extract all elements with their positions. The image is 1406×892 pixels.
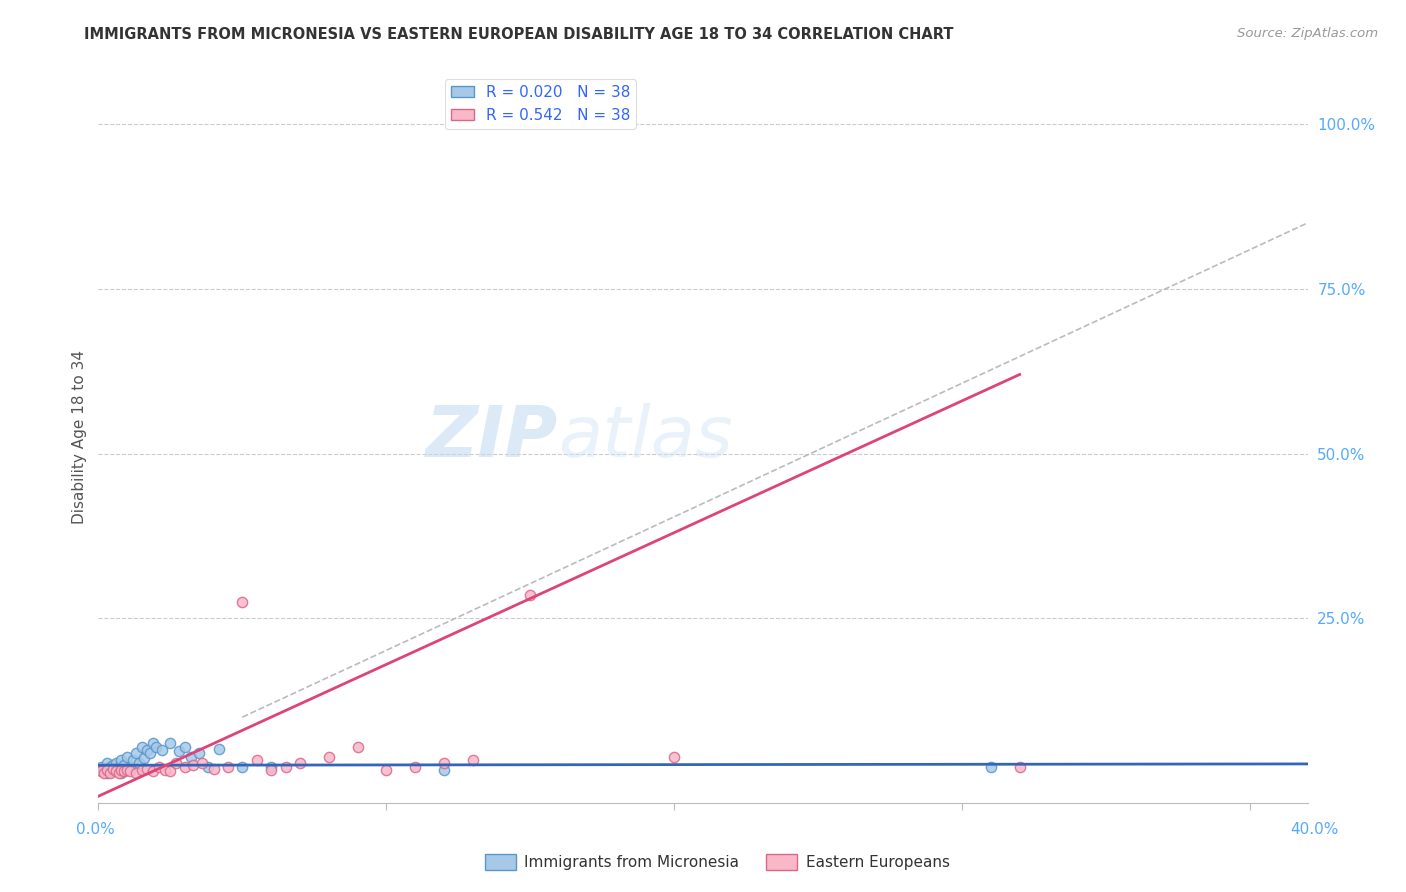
Point bbox=[104, 756, 127, 771]
Point bbox=[136, 743, 159, 757]
Point bbox=[173, 739, 195, 754]
Legend: R = 0.020   N = 38, R = 0.542   N = 38: R = 0.020 N = 38, R = 0.542 N = 38 bbox=[444, 79, 637, 128]
Point bbox=[96, 766, 118, 780]
Point bbox=[375, 763, 398, 777]
Point bbox=[136, 762, 159, 776]
Point bbox=[318, 749, 340, 764]
Point bbox=[115, 763, 138, 777]
Point bbox=[112, 763, 135, 777]
Text: Source: ZipAtlas.com: Source: ZipAtlas.com bbox=[1237, 27, 1378, 40]
Point bbox=[131, 739, 153, 754]
Point bbox=[142, 764, 165, 779]
Point bbox=[90, 764, 112, 779]
Point bbox=[110, 763, 132, 777]
Point bbox=[150, 743, 173, 757]
Point bbox=[112, 757, 135, 772]
Point bbox=[260, 759, 283, 773]
Point bbox=[197, 759, 219, 773]
Point bbox=[101, 762, 124, 776]
Point bbox=[260, 763, 283, 777]
Point bbox=[167, 744, 190, 758]
Point bbox=[125, 766, 148, 780]
Point bbox=[461, 753, 484, 767]
Point bbox=[110, 753, 132, 767]
Point bbox=[165, 756, 187, 771]
Point bbox=[134, 751, 156, 765]
Point bbox=[120, 759, 142, 773]
Point bbox=[433, 763, 456, 777]
Point bbox=[122, 753, 145, 767]
Point bbox=[980, 759, 1002, 773]
Point bbox=[104, 764, 127, 779]
Point bbox=[131, 763, 153, 777]
Point bbox=[107, 766, 129, 780]
Point bbox=[180, 749, 202, 764]
Point bbox=[519, 588, 541, 602]
Text: 40.0%: 40.0% bbox=[1291, 822, 1339, 837]
Point bbox=[93, 763, 115, 777]
Point bbox=[98, 759, 121, 773]
Point bbox=[128, 756, 150, 771]
Point bbox=[217, 759, 239, 773]
Point bbox=[153, 763, 176, 777]
Point bbox=[231, 595, 253, 609]
Point bbox=[159, 737, 181, 751]
Point bbox=[90, 759, 112, 773]
Point bbox=[191, 756, 214, 771]
Text: Eastern Europeans: Eastern Europeans bbox=[806, 855, 949, 870]
Point bbox=[142, 737, 165, 751]
Point bbox=[664, 749, 686, 764]
Point bbox=[139, 747, 162, 761]
Point bbox=[148, 759, 170, 773]
Point bbox=[246, 753, 269, 767]
Point bbox=[112, 764, 135, 779]
Text: Immigrants from Micronesia: Immigrants from Micronesia bbox=[524, 855, 740, 870]
Point bbox=[173, 759, 195, 773]
Text: atlas: atlas bbox=[558, 402, 733, 472]
Point bbox=[231, 759, 253, 773]
Point bbox=[107, 763, 129, 777]
Point bbox=[274, 759, 297, 773]
Point bbox=[433, 756, 456, 771]
Point bbox=[202, 762, 225, 776]
Point bbox=[104, 762, 127, 776]
Point bbox=[101, 764, 124, 779]
Text: 0.0%: 0.0% bbox=[76, 822, 115, 837]
Point bbox=[98, 766, 121, 780]
Point bbox=[96, 756, 118, 771]
Point bbox=[183, 757, 205, 772]
Point bbox=[145, 739, 167, 754]
Point bbox=[188, 747, 211, 761]
Point bbox=[115, 749, 138, 764]
Point bbox=[101, 757, 124, 772]
Text: ZIP: ZIP bbox=[426, 402, 558, 472]
Point bbox=[107, 759, 129, 773]
Point bbox=[208, 741, 231, 756]
Point bbox=[110, 766, 132, 780]
Point bbox=[125, 747, 148, 761]
Point bbox=[1008, 759, 1031, 773]
Y-axis label: Disability Age 18 to 34: Disability Age 18 to 34 bbox=[72, 350, 87, 524]
Point bbox=[159, 764, 181, 779]
Point bbox=[346, 739, 368, 754]
Point bbox=[93, 766, 115, 780]
Point bbox=[404, 759, 426, 773]
Point bbox=[120, 764, 142, 779]
Point bbox=[96, 763, 118, 777]
Text: IMMIGRANTS FROM MICRONESIA VS EASTERN EUROPEAN DISABILITY AGE 18 TO 34 CORRELATI: IMMIGRANTS FROM MICRONESIA VS EASTERN EU… bbox=[84, 27, 953, 42]
Point bbox=[288, 756, 311, 771]
